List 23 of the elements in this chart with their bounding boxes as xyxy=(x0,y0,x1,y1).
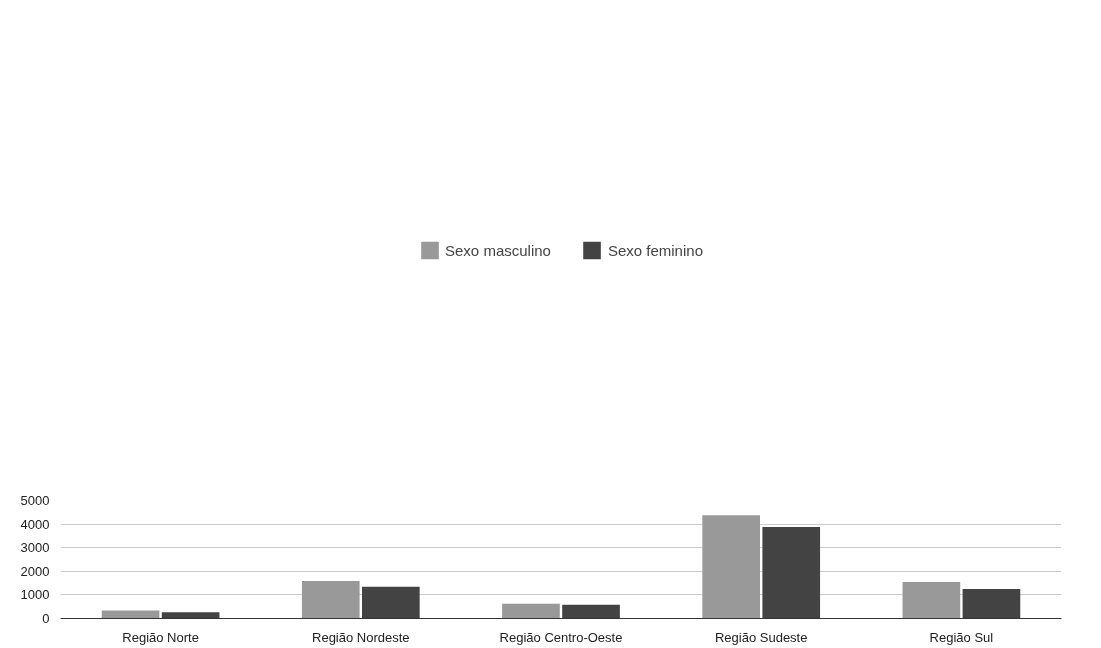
x-tick-label: Região Sudeste xyxy=(714,629,808,645)
y-tick-label: 0 xyxy=(42,611,50,626)
y-tick-label: 1000 xyxy=(20,587,50,603)
bar xyxy=(762,526,821,619)
y-tick-label: 3000 xyxy=(20,540,50,556)
bar xyxy=(902,581,961,619)
legend-label: Sexo feminino xyxy=(607,241,703,259)
x-tick-label: Região Norte xyxy=(122,629,199,645)
bar xyxy=(702,515,760,619)
bar xyxy=(101,610,160,619)
y-tick-label: 5000 xyxy=(20,493,50,508)
y-tick-label: 4000 xyxy=(20,516,50,532)
x-tick-label: Região Nordeste xyxy=(312,629,410,645)
y-tick-label: 2000 xyxy=(20,563,50,579)
legend-label: Sexo masculino xyxy=(445,241,551,259)
bar xyxy=(362,586,420,619)
x-tick-label: Região Sul xyxy=(929,629,994,645)
bar xyxy=(562,604,620,619)
bar xyxy=(502,603,560,619)
bar xyxy=(161,612,220,619)
x-tick-label: Região Centro-Oeste xyxy=(499,629,623,645)
bar xyxy=(301,580,360,619)
bar xyxy=(962,589,1021,619)
